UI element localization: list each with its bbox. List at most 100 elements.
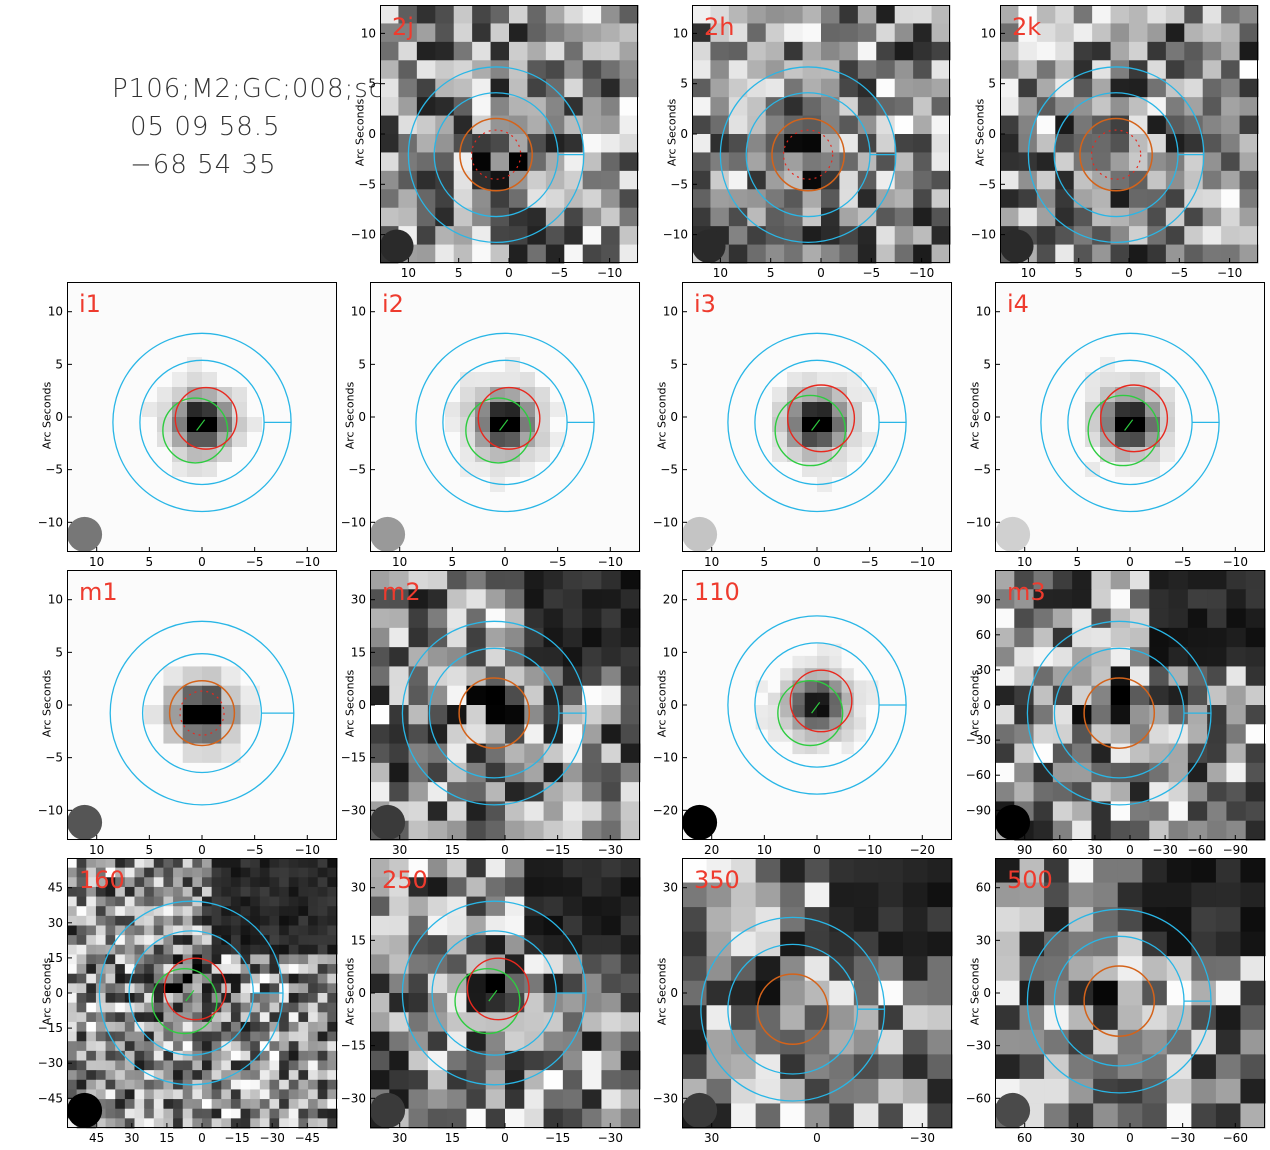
inner-annulus-circle [431, 930, 557, 1056]
x-tick-label: 0 [813, 1131, 821, 1145]
grayscale-image [370, 858, 641, 1129]
x-tick-label: 0 [198, 1131, 206, 1145]
y-tick-label: −5 [45, 463, 63, 477]
y-tick-label: 15 [48, 951, 63, 965]
panel-plot: 10 5 0 −5 −10 10 5 0 −5 −10 i2 [341, 282, 641, 569]
y-axis-label: Arc Seconds [665, 98, 679, 167]
y-tick-label: 30 [976, 663, 991, 677]
y-tick-label: 5 [983, 357, 991, 371]
y-axis-label: Arc Seconds [968, 669, 982, 738]
red-aperture-circle [789, 669, 853, 733]
target-name: P106;M2;GC;008;sc [112, 74, 382, 104]
y-tick-label: −5 [348, 463, 366, 477]
y-tick-label: 0 [55, 410, 63, 424]
y-axis-label: Arc Seconds [655, 957, 669, 1026]
y-tick-label: 0 [988, 127, 996, 141]
x-tick-label: −90 [1223, 843, 1248, 857]
image-panel-m2: 30 15 0 −15 −30 30 15 0 −15 −30 m2 Arc Seconds [341, 570, 641, 857]
offset-vector [499, 419, 509, 431]
x-tick-label: −15 [224, 1131, 249, 1145]
panel-title: m3 [1007, 578, 1046, 606]
y-tick-label: −5 [978, 177, 996, 191]
y-axis-label: Arc Seconds [655, 381, 669, 450]
inner-annulus-circle [754, 359, 880, 486]
y-tick-label: 30 [351, 881, 366, 895]
panel-title: i3 [694, 290, 716, 318]
beam-size-marker [67, 1092, 103, 1128]
x-tick-label: −30 [1170, 1131, 1195, 1145]
y-tick-label: −15 [38, 1021, 63, 1035]
y-axis-label: Arc Seconds [353, 98, 367, 167]
y-tick-label: 20 [663, 593, 678, 607]
x-tick-label: −15 [545, 843, 570, 857]
x-tick-label: −5 [861, 555, 879, 569]
inner-annulus-circle [745, 92, 871, 218]
y-tick-label: 5 [55, 357, 63, 371]
y-tick-label: −5 [660, 463, 678, 477]
image-panel-i4: 10 5 0 −5 −10 10 5 0 −5 −10 i4 Arc Seconds [966, 282, 1266, 569]
x-tick-label: −10 [597, 266, 622, 280]
source-aperture-circle [1083, 965, 1156, 1037]
red-aperture-circle [163, 957, 227, 1021]
x-tick-label: 10 [704, 555, 719, 569]
x-tick-label: 10 [757, 843, 772, 857]
x-tick-label: 20 [704, 843, 719, 857]
x-tick-label: −10 [1223, 555, 1248, 569]
x-tick-label: 90 [1017, 843, 1032, 857]
y-tick-label: 10 [48, 593, 63, 607]
image-panel-i1: 10 5 0 −5 −10 10 5 0 −5 −10 i1 Arc Seconds [38, 282, 338, 569]
panel-title: 160 [79, 866, 125, 894]
image-panel-m1: 10 5 0 −5 −10 10 5 0 −5 −10 m1 Arc Seconds [38, 570, 338, 857]
y-axis-label: Arc Seconds [343, 381, 357, 450]
y-tick-label: 10 [663, 305, 678, 319]
y-tick-label: 10 [48, 305, 63, 319]
grayscale-image [692, 5, 951, 264]
x-tick-label: 10 [1017, 555, 1032, 569]
y-tick-label: 45 [48, 881, 63, 895]
y-tick-label: 0 [55, 698, 63, 712]
x-tick-label: −10 [598, 555, 623, 569]
offset-vector [196, 419, 206, 431]
panel-plot: 30 15 0 −15 −30 30 15 0 −15 −30 250 [341, 858, 641, 1145]
beam-size-marker [682, 1092, 718, 1128]
beam-size-marker [682, 804, 718, 840]
y-tick-label: 60 [976, 881, 991, 895]
y-tick-label: 0 [358, 986, 366, 1000]
y-axis-label: Arc Seconds [40, 381, 54, 450]
panel-plot: 10 5 0 −5 −10 10 5 0 −5 −10 i4 [966, 282, 1266, 569]
image-panel-350: 30 0 −30 30 0 −30 350 Arc Seconds [653, 858, 953, 1145]
x-tick-label: 30 [392, 1131, 407, 1145]
y-tick-label: −5 [45, 751, 63, 765]
y-tick-label: 0 [670, 410, 678, 424]
x-tick-label: 15 [159, 1131, 174, 1145]
x-tick-label: −10 [1217, 266, 1242, 280]
panel-plot: 10 5 0 −5 −10 10 5 0 −5 −10 i1 [38, 282, 338, 569]
y-tick-label: −30 [966, 733, 991, 747]
y-tick-label: 10 [673, 26, 688, 40]
grayscale-image [995, 570, 1266, 841]
x-tick-label: −10 [910, 555, 935, 569]
x-tick-label: −15 [545, 1131, 570, 1145]
green-aperture-circle [454, 968, 521, 1035]
y-tick-label: −10 [966, 515, 991, 529]
offset-vector [811, 419, 821, 431]
x-tick-label: −10 [295, 555, 320, 569]
beam-size-marker [380, 229, 414, 263]
y-tick-label: −10 [971, 228, 996, 242]
beam-size-marker [370, 804, 406, 840]
y-tick-label: 0 [55, 986, 63, 1000]
panel-plot: 10 5 0 −5 −10 10 5 0 −5 −10 2j [351, 5, 639, 280]
x-tick-label: 10 [401, 266, 416, 280]
y-tick-label: 15 [351, 645, 366, 659]
y-tick-label: −60 [966, 1091, 991, 1105]
grayscale-image [995, 282, 1266, 553]
beam-size-marker [682, 516, 718, 552]
beam-size-marker [995, 516, 1031, 552]
y-tick-label: 5 [368, 77, 376, 91]
y-axis-label: Arc Seconds [40, 957, 54, 1026]
y-tick-label: 0 [358, 410, 366, 424]
inner-annulus-circle [1053, 92, 1179, 218]
y-tick-label: −30 [341, 803, 366, 817]
grayscale-image [682, 858, 953, 1129]
y-tick-label: 5 [680, 77, 688, 91]
